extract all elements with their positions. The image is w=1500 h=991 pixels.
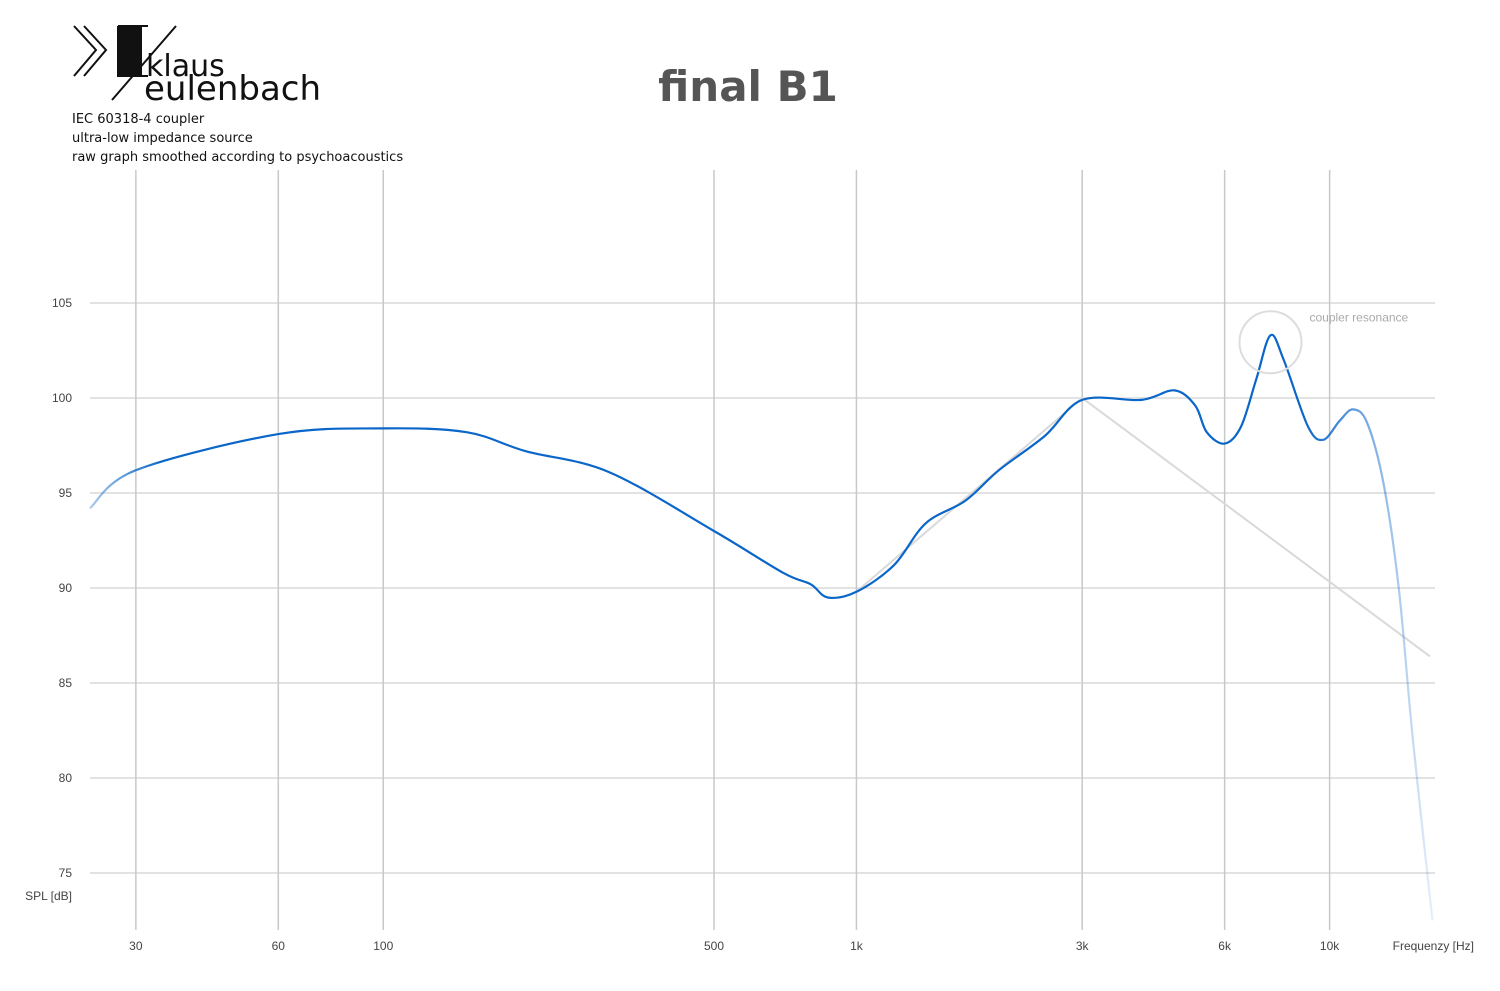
y-tick-label: 90 [59,581,73,595]
x-tick-label: 60 [272,939,286,953]
annotation: coupler resonance [1309,310,1408,324]
annotation-circle [1238,310,1303,375]
y-tick-label: 85 [59,676,73,690]
x-axis-label: Frequenzy [Hz] [1393,939,1474,953]
logo-mark [118,26,142,76]
y-tick-label: 95 [59,486,73,500]
y-tick-label: 80 [59,771,73,785]
x-tick-label: 500 [704,939,724,953]
note: raw graph smoothed according to psychoac… [72,150,403,165]
logo-text: klaus [146,49,225,84]
logo-text: eulenbach [144,69,321,109]
x-tick-label: 30 [129,939,143,953]
y-tick-label: 75 [59,866,73,880]
chart-title: final B1 [658,62,838,111]
y-tick-label: 100 [52,391,72,405]
note: IEC 60318-4 coupler [72,112,205,127]
y-axis-label: SPL [dB] [25,889,72,903]
x-tick-label: 10k [1320,939,1340,953]
x-tick-label: 6k [1218,939,1232,953]
x-tick-label: 100 [373,939,393,953]
note: ultra-low impedance source [72,131,253,146]
series-line [855,396,1431,658]
x-tick-label: 3k [1076,939,1090,953]
logo: klaus eulenbach [73,25,321,109]
x-tick-label: 1k [850,939,864,953]
y-tick-label: 105 [52,296,72,310]
series-line [89,333,1434,921]
